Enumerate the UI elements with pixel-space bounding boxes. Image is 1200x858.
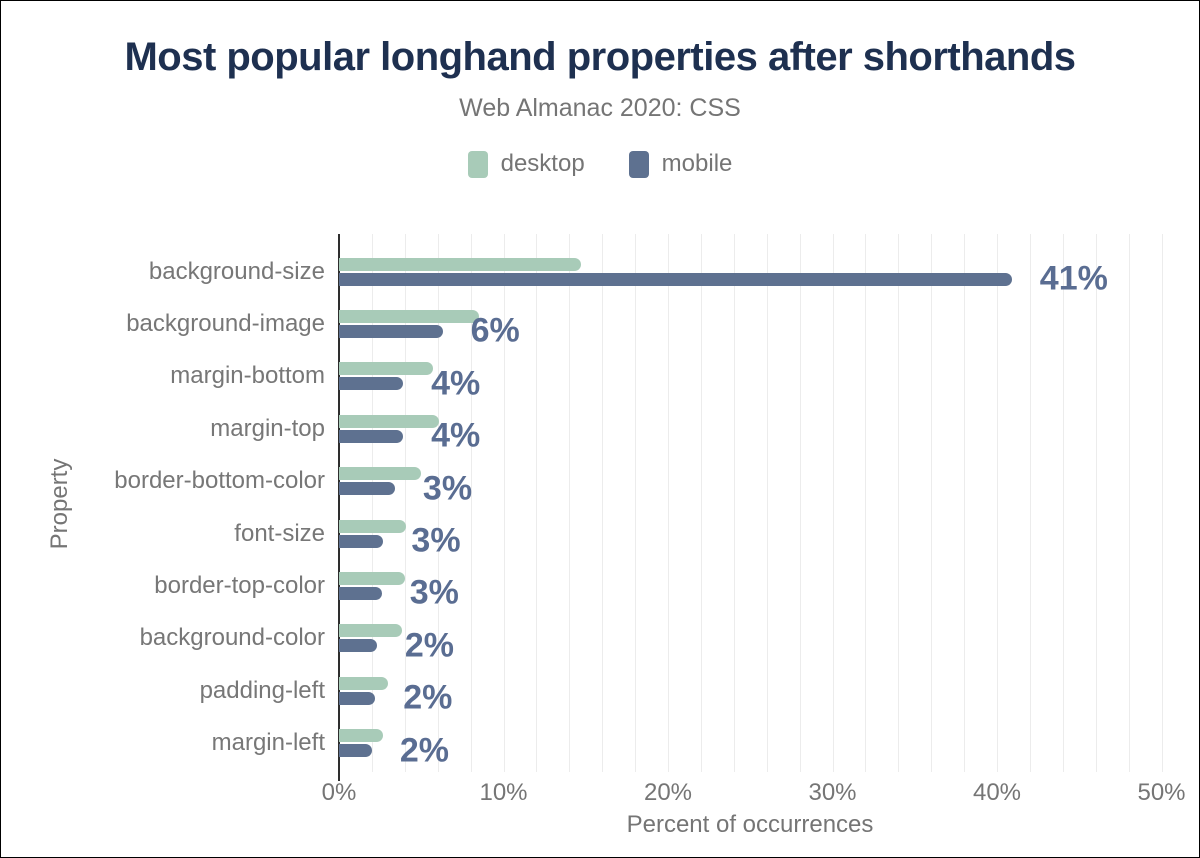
desktop-bar — [339, 676, 389, 690]
gridline — [1095, 234, 1097, 772]
gridline — [470, 234, 472, 772]
value-label: 3% — [411, 521, 461, 560]
legend-label-desktop: desktop — [500, 150, 585, 177]
gridline — [832, 234, 834, 772]
desktop-bar — [339, 729, 384, 743]
gridline — [569, 234, 571, 772]
desktop-bar — [339, 519, 407, 533]
category-label: margin-bottom — [170, 362, 325, 390]
value-label: 41% — [1039, 259, 1108, 298]
mobile-bar — [339, 534, 384, 548]
category-label: margin-top — [210, 414, 325, 442]
gridline — [865, 234, 867, 772]
gridline — [799, 234, 801, 772]
category-label: font-size — [234, 519, 325, 547]
x-tick-label: 20% — [643, 779, 693, 806]
chart-title: Most popular longhand properties after s… — [124, 35, 1076, 79]
gridline — [964, 234, 966, 772]
gridline — [536, 234, 538, 772]
desktop-bar — [339, 362, 433, 376]
category-label: background-size — [148, 257, 325, 285]
value-label: 3% — [409, 573, 459, 612]
value-label: 4% — [431, 364, 481, 403]
desktop-bar — [339, 571, 405, 585]
legend-item-desktop: desktop — [467, 150, 585, 178]
desktop-series-swatch-icon — [467, 150, 488, 178]
mobile-bar — [339, 324, 443, 338]
gridline — [1062, 234, 1064, 772]
value-label: 3% — [422, 469, 473, 508]
x-tick-label: 30% — [808, 779, 857, 806]
gridline — [733, 234, 735, 772]
x-tick-label: 10% — [479, 779, 528, 806]
desktop-bar — [339, 624, 402, 638]
mobile-bar — [339, 272, 1012, 286]
gridline — [898, 234, 900, 772]
x-tick-label: 0% — [321, 779, 357, 806]
legend-item-mobile: mobile — [628, 150, 733, 178]
value-label: 6% — [470, 311, 520, 350]
gridline — [700, 234, 702, 772]
mobile-series-swatch-icon — [628, 150, 649, 178]
gridline — [404, 234, 406, 772]
category-label: background-image — [126, 309, 325, 337]
mobile-bar — [339, 586, 382, 600]
category-label: margin-left — [211, 729, 325, 757]
mobile-bar — [339, 744, 372, 758]
category-label: border-bottom-color — [114, 467, 325, 495]
desktop-bar — [339, 467, 422, 481]
category-label: padding-left — [199, 676, 325, 704]
legend: desktop mobile — [1, 150, 1199, 178]
x-tick-label: 40% — [972, 779, 1022, 806]
gridline — [668, 234, 669, 772]
gridline — [931, 234, 933, 772]
value-label: 2% — [399, 731, 450, 770]
gridline — [1128, 234, 1130, 772]
gridline — [1161, 234, 1163, 772]
value-label: 2% — [404, 626, 454, 665]
gridline — [635, 234, 637, 772]
mobile-bar — [339, 639, 377, 653]
gridline — [371, 234, 373, 772]
category-label: border-top-color — [154, 571, 325, 599]
category-label: background-color — [139, 624, 325, 652]
gridline — [602, 234, 604, 772]
mobile-bar — [339, 482, 395, 496]
desktop-bar — [339, 414, 440, 428]
gridline — [437, 234, 439, 772]
value-label: 2% — [403, 678, 453, 717]
x-tick-label: 50% — [1137, 779, 1186, 806]
value-label: 4% — [431, 416, 481, 455]
gridline — [997, 234, 998, 772]
gridline — [1029, 234, 1031, 772]
gridline — [766, 234, 768, 772]
mobile-bar — [339, 377, 404, 391]
gridline — [503, 234, 505, 772]
y-axis-line — [338, 234, 340, 781]
chart-subtitle: Web Almanac 2020: CSS — [459, 94, 741, 122]
mobile-bar — [339, 429, 404, 443]
desktop-bar — [339, 309, 479, 323]
desktop-bar — [339, 257, 581, 271]
mobile-bar — [339, 691, 376, 705]
x-axis-title: Percent of occurrences — [626, 811, 874, 838]
legend-label-mobile: mobile — [661, 150, 733, 177]
